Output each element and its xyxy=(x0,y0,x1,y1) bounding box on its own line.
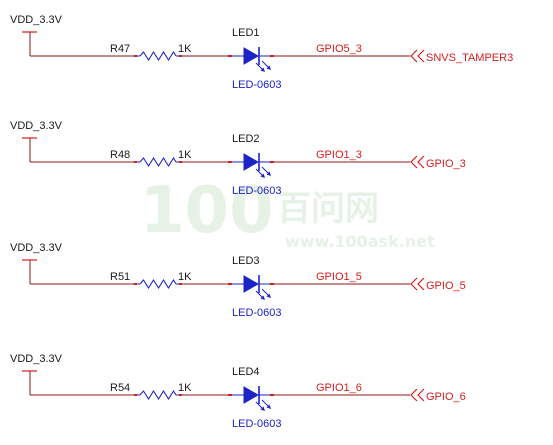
resistor-value: 1K xyxy=(178,149,192,161)
led-package: LED-0603 xyxy=(232,79,282,91)
resistor xyxy=(134,278,182,290)
supply-label: VDD_3.3V xyxy=(10,242,63,254)
led-icon xyxy=(228,275,274,300)
port-connector-icon xyxy=(410,388,425,402)
resistor-ref: R47 xyxy=(110,43,130,55)
led-package: LED-0603 xyxy=(232,307,282,319)
supply-label: VDD_3.3V xyxy=(10,120,63,132)
led-icon xyxy=(228,47,274,72)
led-circuit-2: VDD_3.3V R48 1K LED2 LED-0603 GPIO1_3 GP… xyxy=(10,120,466,197)
net-label: GPIO1_6 xyxy=(316,382,362,394)
power-symbol xyxy=(22,31,37,56)
resistor-ref: R48 xyxy=(110,149,130,161)
led-package: LED-0603 xyxy=(232,185,282,197)
led-circuit-4: VDD_3.3V R54 1K LED4 LED-0603 GPIO1_6 GP… xyxy=(10,353,466,430)
port-connector-icon xyxy=(410,155,425,169)
resistor-value: 1K xyxy=(178,271,192,283)
watermark-chinese: 百问网 xyxy=(277,189,379,229)
net-label: GPIO1_3 xyxy=(316,149,362,161)
port-label: GPIO_5 xyxy=(426,280,466,292)
power-symbol xyxy=(22,370,37,395)
port-label: GPIO_6 xyxy=(426,391,466,403)
resistor xyxy=(134,389,182,401)
circuits-layer: VDD_3.3V R47 1K LED1 LED-0603 GPIO5_3 SN… xyxy=(10,14,513,430)
resistor-ref: R51 xyxy=(110,271,130,283)
resistor-ref: R54 xyxy=(110,382,130,394)
net-label: GPIO1_5 xyxy=(316,271,362,283)
supply-label: VDD_3.3V xyxy=(10,14,63,26)
resistor-value: 1K xyxy=(178,43,192,55)
led-ref: LED1 xyxy=(232,27,260,39)
led-ref: LED2 xyxy=(232,133,260,145)
watermark-number: 100 xyxy=(140,174,274,248)
led-icon xyxy=(228,386,274,411)
net-label: GPIO5_3 xyxy=(316,43,362,55)
port-connector-icon xyxy=(410,277,425,291)
led-circuit-1: VDD_3.3V R47 1K LED1 LED-0603 GPIO5_3 SN… xyxy=(10,14,513,91)
power-symbol xyxy=(22,137,37,162)
port-connector-icon xyxy=(410,49,425,63)
resistor xyxy=(134,156,182,168)
supply-label: VDD_3.3V xyxy=(10,353,63,365)
port-label: SNVS_TAMPER3 xyxy=(426,52,513,64)
watermark: 100 百问网 www.100ask.net xyxy=(140,174,435,251)
led-ref: LED3 xyxy=(232,255,260,267)
port-label: GPIO_3 xyxy=(426,158,466,170)
led-package: LED-0603 xyxy=(232,418,282,430)
power-symbol xyxy=(22,259,37,284)
resistor xyxy=(134,50,182,62)
led-circuit-3: VDD_3.3V R51 1K LED3 LED-0603 GPIO1_5 GP… xyxy=(10,242,466,319)
resistor-value: 1K xyxy=(178,382,192,394)
led-icon xyxy=(228,153,274,178)
led-ref: LED4 xyxy=(232,366,260,378)
watermark-url: www.100ask.net xyxy=(285,232,435,251)
